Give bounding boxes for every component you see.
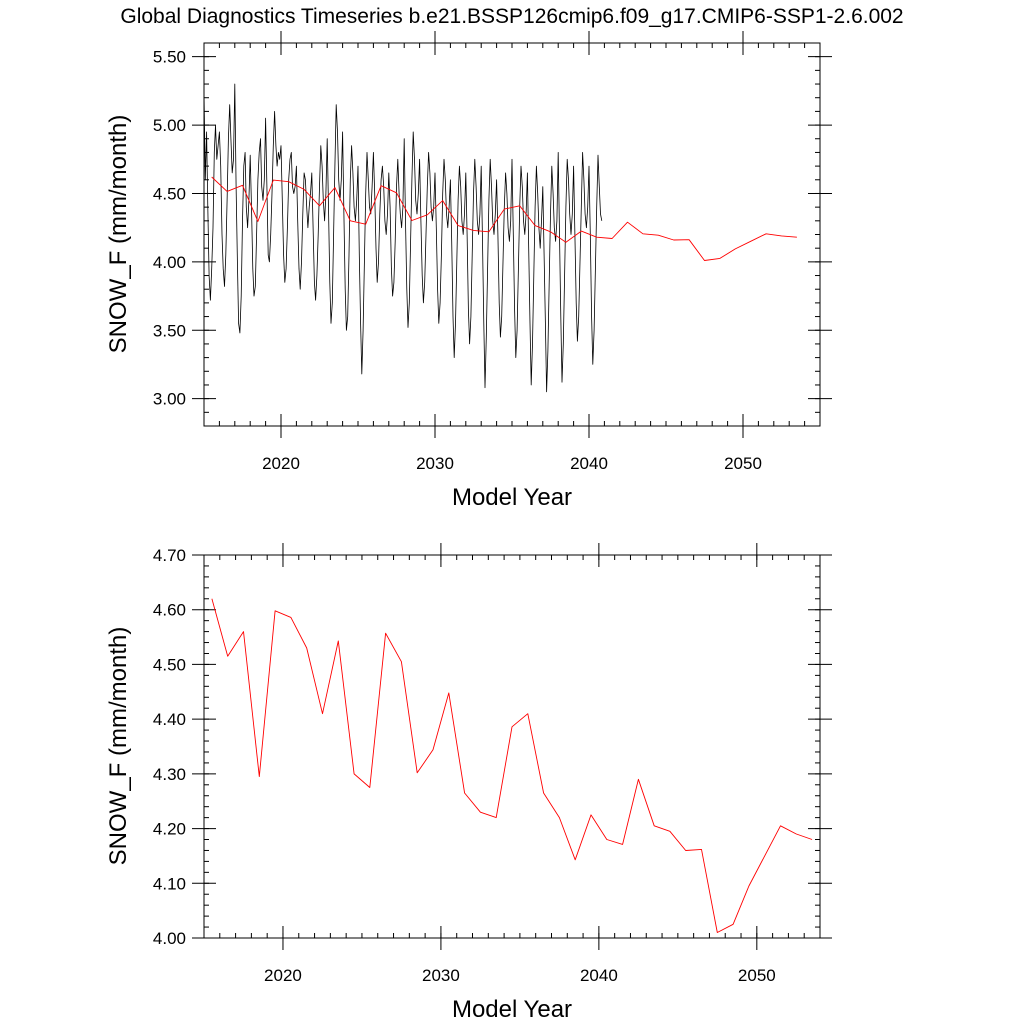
y-tick-label: 4.70 [153, 546, 186, 565]
x-tick-label: 2030 [422, 966, 460, 985]
x-tick-label: 2040 [580, 966, 618, 985]
y-tick-label: 4.40 [153, 710, 186, 729]
y-tick-label: 3.50 [153, 321, 186, 340]
y-tick-label: 4.30 [153, 765, 186, 784]
x-tick-label: 2030 [416, 454, 454, 473]
y-tick-label: 5.50 [153, 48, 186, 67]
y-tick-label: 4.60 [153, 601, 186, 620]
x-tick-label: 2050 [724, 454, 762, 473]
x-tick-label: 2020 [264, 966, 302, 985]
y-tick-label: 4.10 [153, 874, 186, 893]
y-tick-label: 5.00 [153, 116, 186, 135]
series-line-monthly [203, 83, 603, 393]
figure-title: Global Diagnostics Timeseries b.e21.BSSP… [120, 5, 903, 28]
y-tick-label: 3.00 [153, 390, 186, 409]
series-line-annual-mean [211, 598, 813, 933]
x-tick-label: 2050 [738, 966, 776, 985]
y-tick-label: 4.50 [153, 655, 186, 674]
y-axis-title: SNOW_F (mm/month) [105, 115, 132, 354]
timeseries-panel-monthly: SNOW_F (mm/month) Model Year 3.00 3.50 4.0… [105, 31, 832, 511]
plot-frame [203, 42, 821, 427]
y-axis-title: SNOW_F (mm/month) [105, 627, 132, 866]
y-tick-label: 4.50 [153, 184, 186, 203]
plot-frame [203, 554, 821, 939]
x-tick-label: 2040 [570, 454, 608, 473]
x-axis-title: Model Year [452, 484, 572, 511]
y-tick-label: 4.00 [153, 929, 186, 948]
y-tick-label: 4.00 [153, 253, 186, 272]
x-tick-label: 2020 [262, 454, 300, 473]
y-tick-label: 4.20 [153, 820, 186, 839]
x-axis-title: Model Year [452, 996, 572, 1023]
timeseries-panel-annual: SNOW_F (mm/month) Model Year 4.00 4.10 4.2… [105, 543, 832, 1023]
series-line-annual-mean [211, 176, 797, 261]
